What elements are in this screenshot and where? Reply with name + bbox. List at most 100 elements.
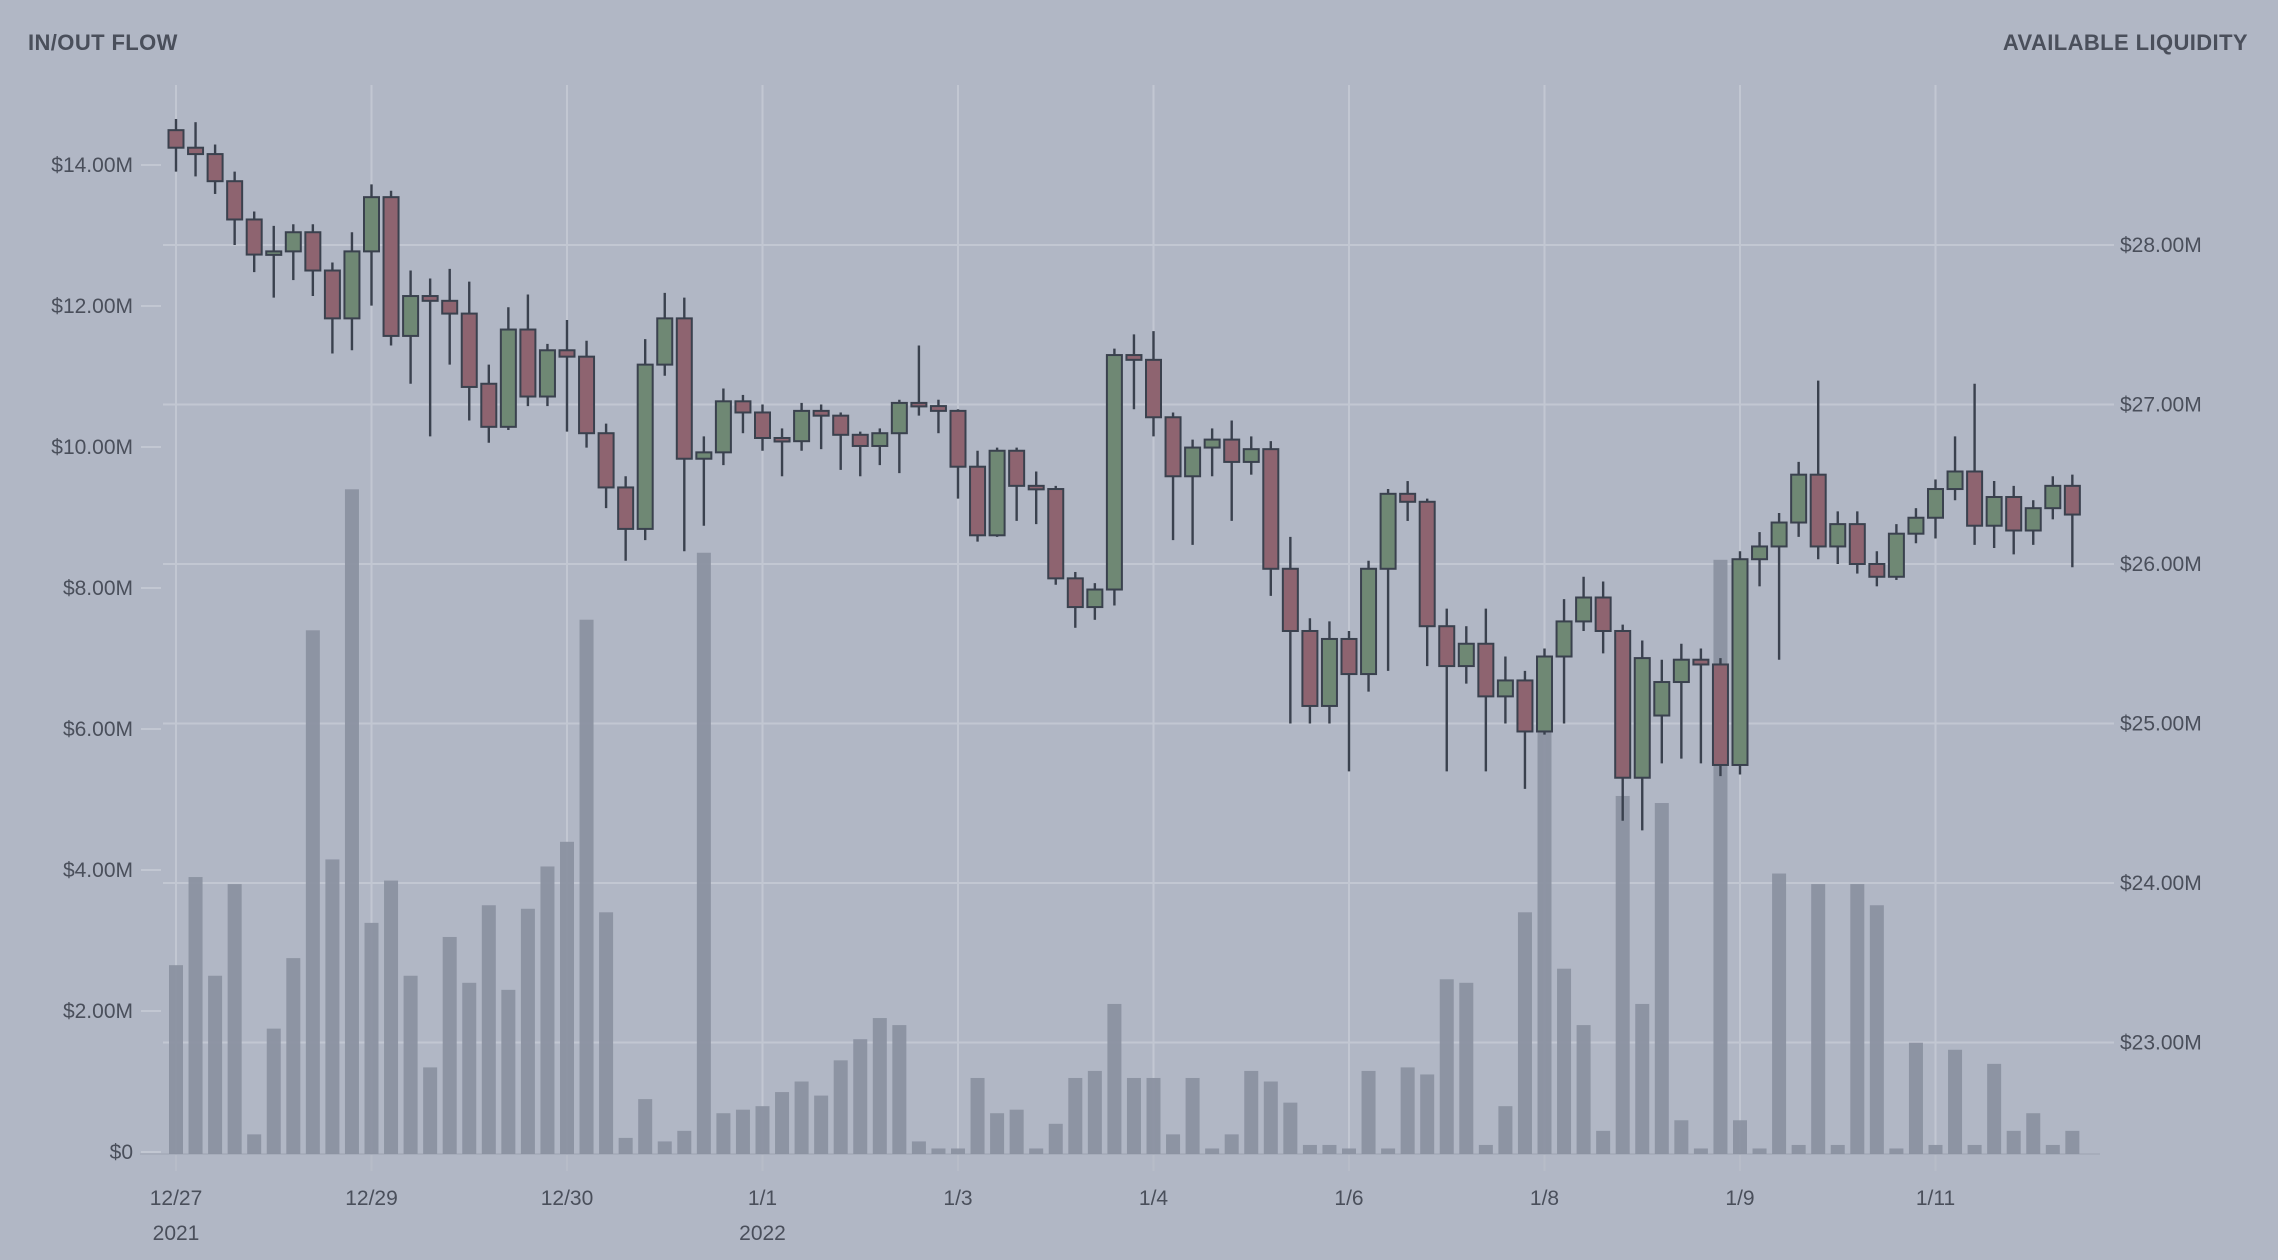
candle-body-down [1966,470,1984,527]
candle-body-down [441,299,459,315]
right-axis-title: AVAILABLE LIQUIDITY [2002,30,2248,55]
candle-body-up [499,328,517,428]
volume-bar [951,1148,965,1154]
candle-body-down [1145,358,1162,419]
candle-body-down [460,312,478,388]
volume-bar [618,1137,633,1154]
volume-bar [364,922,379,1154]
right-axis-tick-label: $25.00M [2120,713,2202,736]
volume-bar [970,1077,985,1154]
volume-bar [1517,912,1532,1154]
volume-bar [1126,1077,1141,1154]
candle-body-up [265,250,283,256]
volume-bar [1791,1144,1806,1154]
volume-bar [2026,1113,2041,1154]
volume-bar [1869,905,1884,1154]
x-axis-date-label: 1/1 [748,1187,777,1210]
volume-bar [775,1092,790,1154]
volume-bar [677,1130,692,1154]
volume-bar [1928,1144,1943,1154]
candle-body-down [1399,492,1417,503]
volume-bar [1146,1077,1161,1154]
x-axis-date-label: 1/4 [1139,1187,1169,1210]
candle-body-down [734,400,752,414]
x-axis-date-label: 1/11 [1916,1187,1955,1210]
volume-bar [931,1148,946,1154]
volume-bar [560,841,574,1154]
candle-body-up [1086,588,1104,609]
left-axis-tick-label: $12.00M [51,295,133,318]
volume-bar [286,958,301,1154]
volume-bar [208,975,223,1154]
volume-bar [1068,1077,1083,1154]
left-axis-tick-label: $8.00M [63,577,133,600]
volume-bar [735,1109,750,1154]
candle-body-down [323,269,341,320]
candle-body-down [1711,663,1729,766]
candle-body-down [675,317,693,460]
candle-body-up [1770,521,1788,548]
candle-body-up [1731,558,1749,766]
volume-bar [403,975,418,1154]
left-axis-title: IN/OUT FLOW [28,30,178,55]
volume-bar [1439,979,1454,1154]
candle-body-down [1027,484,1045,491]
volume-bar [1302,1144,1317,1154]
candle-body-down [1692,658,1710,666]
volume-bar [1733,1120,1747,1154]
volume-bar [1537,729,1552,1154]
candle-body-down [206,153,224,183]
candle-body-down [1594,596,1612,632]
x-axis-year-label: 2021 [153,1222,200,1245]
volume-bar [696,552,711,1154]
volume-bar [462,982,477,1154]
volume-bar [1459,982,1474,1154]
volume-bar [579,619,594,1154]
volume-bar [1420,1074,1435,1154]
volume-bar [1576,1025,1591,1154]
volume-bar [1498,1106,1513,1154]
candle-body-down [1301,629,1319,707]
volume-bar [1107,1003,1122,1154]
candle-body-up [1927,488,1944,519]
volume-bar [657,1141,672,1154]
x-axis-date-label: 12/30 [541,1187,594,1210]
candle-body-up [1751,545,1769,561]
x-axis-date-label: 1/9 [1725,1187,1754,1210]
candle-body-up [1790,473,1808,524]
volume-bar [1205,1148,1220,1154]
volume-bar [1615,795,1630,1154]
candle-body-up [1360,567,1378,676]
right-axis-tick-label: $26.00M [2120,553,2202,576]
candle-body-down [421,295,439,302]
x-axis-date-label: 12/27 [150,1187,203,1210]
candle-body-up [1105,354,1123,591]
candle-body-down [1516,679,1534,733]
volume-bar [1283,1102,1298,1154]
volume-bar [1889,1148,1904,1154]
volume-bar [892,1025,907,1154]
volume-bar [227,884,242,1154]
volume-bar [1381,1148,1396,1154]
candle-body-up [343,250,361,320]
candle-body-down [1438,625,1456,668]
volume-bar [833,1060,848,1154]
candle-body-up [1379,492,1397,570]
volume-bar [1400,1067,1415,1154]
volume-bar [990,1113,1005,1154]
candle-body-up [1985,496,2003,527]
volume-bar [2065,1130,2080,1154]
right-axis-tick-label: $23.00M [2120,1032,2202,1055]
volume-bar [1224,1134,1239,1154]
candle-body-down [851,433,869,447]
volume-bar [1263,1081,1278,1154]
candle-body-up [363,196,380,253]
candle-body-up [1536,655,1553,733]
x-axis-date-label: 1/3 [943,1187,972,1210]
volume-bar [247,1134,262,1154]
candle-body-down [754,411,771,439]
volume-bar [169,965,183,1154]
candle-body-up [1242,448,1260,463]
volume-bar [1478,1144,1493,1154]
